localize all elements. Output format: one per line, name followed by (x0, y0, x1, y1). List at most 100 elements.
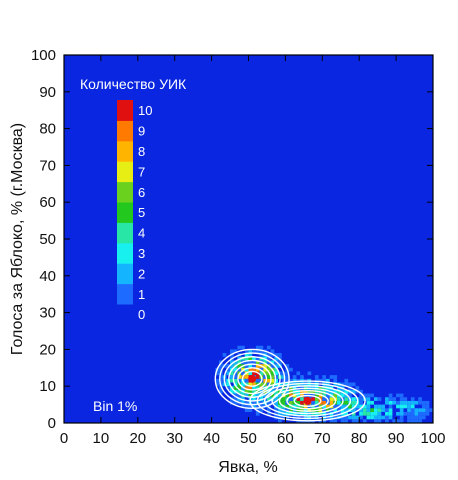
heatmap-cell (337, 389, 341, 394)
heatmap-cell (255, 360, 260, 365)
heatmap-cell (255, 367, 260, 372)
heatmap-cell (366, 397, 371, 401)
colorbar-label: 3 (138, 246, 145, 261)
heatmap-cell (385, 397, 389, 401)
heatmap-cell (237, 345, 242, 350)
heatmap-cell (241, 371, 245, 376)
heatmap-cell (344, 400, 349, 405)
heatmap-cell (285, 404, 290, 409)
heatmap-cell (244, 393, 249, 398)
heatmap-cell (311, 400, 315, 405)
heatmap-cell (362, 419, 367, 423)
heatmap-cell (322, 397, 326, 401)
heatmap-cell (314, 397, 319, 401)
heatmap-cell (322, 400, 326, 405)
heatmap-cell (237, 378, 242, 383)
heatmap-cell (278, 415, 282, 420)
heatmap-cell (359, 393, 363, 398)
heatmap-cell (248, 371, 253, 376)
heatmap-cell (370, 400, 374, 405)
heatmap-cell (270, 382, 275, 387)
heatmap-cell (396, 419, 400, 423)
heatmap-cell (266, 353, 271, 357)
heatmap-cell (233, 397, 238, 401)
heatmap-cell (351, 382, 356, 387)
heatmap-cell (351, 411, 356, 416)
heatmap-cell (270, 364, 275, 368)
heatmap-cell (296, 397, 301, 401)
contour-line (214, 348, 290, 409)
heatmap-cell (385, 411, 389, 416)
heatmap-cell (355, 419, 360, 423)
heatmap-cell (237, 389, 242, 394)
heatmap-cell (425, 404, 430, 409)
heatmap-cell (233, 367, 238, 372)
heatmap-cell (263, 378, 267, 383)
heatmap-cell (230, 360, 234, 365)
heatmap-cell (237, 367, 242, 372)
heatmap-cell (318, 386, 323, 390)
heatmap-cell (255, 378, 260, 383)
heatmap-cell (244, 400, 249, 405)
heatmap-cell (421, 411, 426, 416)
heatmap-cell (414, 419, 419, 423)
heatmap-cell (233, 393, 238, 398)
heatmap-cell (322, 408, 326, 412)
heatmap-cell (407, 408, 411, 412)
heatmap-cell (248, 408, 253, 412)
heatmap-cell (233, 375, 238, 379)
heatmap-cell (418, 408, 422, 412)
heatmap-cell (325, 404, 330, 409)
heatmap-cell (362, 404, 367, 409)
heatmap-cell (266, 378, 271, 383)
heatmap-cell (340, 382, 345, 387)
heatmap-cell (218, 364, 223, 368)
heatmap-cell (392, 400, 397, 405)
heatmap-cell (333, 415, 338, 420)
heatmap-cell (300, 389, 304, 394)
heatmap-cell (399, 415, 404, 420)
heatmap-cell (285, 408, 290, 412)
heatmap-cell (296, 393, 301, 398)
colorbar-title: Количество УИК (80, 76, 187, 92)
heatmap-cell (344, 378, 349, 383)
heatmap-cell (218, 389, 223, 394)
heatmap-cell (410, 400, 415, 405)
heatmap-cell (266, 408, 271, 412)
heatmap-cell (318, 419, 323, 423)
heatmap-cell (396, 404, 400, 409)
heatmap-cell (244, 353, 249, 357)
heatmap-cell (233, 382, 238, 387)
heatmap-cell (399, 393, 404, 398)
heatmap-cell (307, 389, 312, 394)
heatmap-cell (414, 415, 419, 420)
heatmap-cell (348, 415, 352, 420)
heatmap-cell (259, 404, 264, 409)
heatmap-cell (325, 389, 330, 394)
heatmap-cell (340, 393, 345, 398)
heatmap-cell (329, 397, 334, 401)
heatmap-cell (218, 386, 223, 390)
heatmap-cell (226, 386, 231, 390)
heatmap-cell (399, 397, 404, 401)
heatmap-cell (366, 411, 371, 416)
heatmap-cell (300, 400, 304, 405)
heatmap-cell (252, 349, 256, 354)
heatmap-cell (355, 408, 360, 412)
heatmap-cell (355, 404, 360, 409)
heatmap-cell (351, 419, 356, 423)
y-tick-label: 60 (39, 194, 56, 211)
heatmap-cell (410, 404, 415, 409)
heatmap-cell (388, 393, 393, 398)
heatmap-cell (388, 404, 393, 409)
heatmap-cell (292, 386, 297, 390)
heatmap-cell (322, 389, 326, 394)
heatmap-cell (348, 404, 352, 409)
heatmap-cell (252, 382, 256, 387)
heatmap-cell (266, 367, 271, 372)
heatmap-cell (322, 378, 326, 383)
heatmap-cell (329, 415, 334, 420)
colorbar-label: 4 (138, 226, 145, 241)
heatmap-cell (233, 349, 238, 354)
